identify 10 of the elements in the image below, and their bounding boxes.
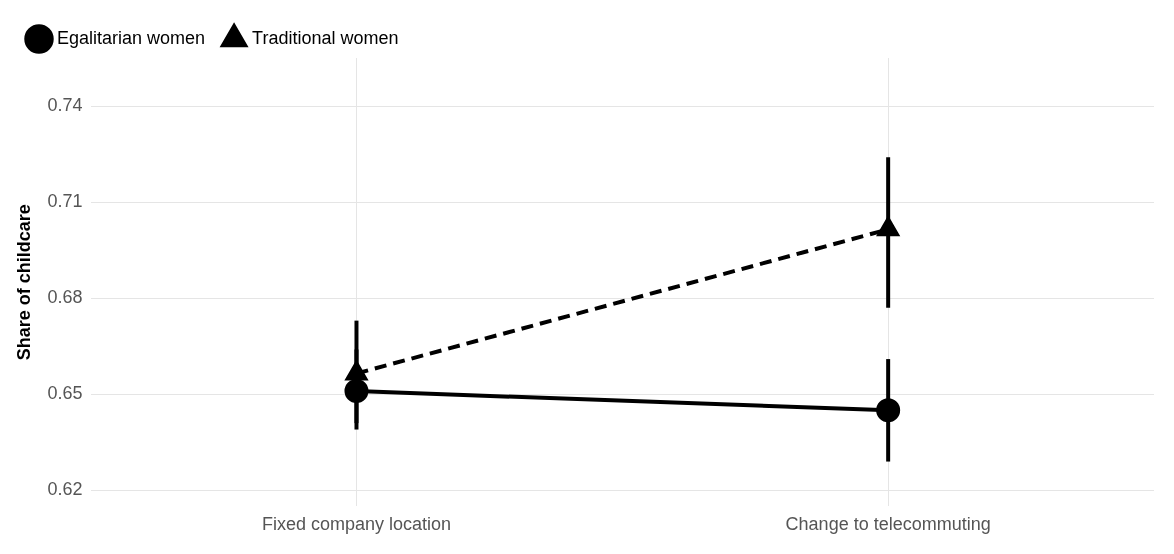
y-tick-label: 0.68	[47, 287, 83, 308]
y-tick-label: 0.62	[47, 479, 83, 500]
x-tick-label: Change to telecommuting	[785, 514, 991, 535]
y-axis-title: Share of childcare	[13, 204, 34, 361]
legend-label: Traditional women	[252, 27, 399, 48]
y-tick-label: 0.71	[47, 191, 83, 212]
y-tick-label: 0.65	[47, 383, 83, 404]
legend-label: Egalitarian women	[57, 27, 206, 48]
y-tick-label: 0.74	[47, 95, 83, 116]
x-tick-label: Fixed company location	[261, 514, 452, 535]
